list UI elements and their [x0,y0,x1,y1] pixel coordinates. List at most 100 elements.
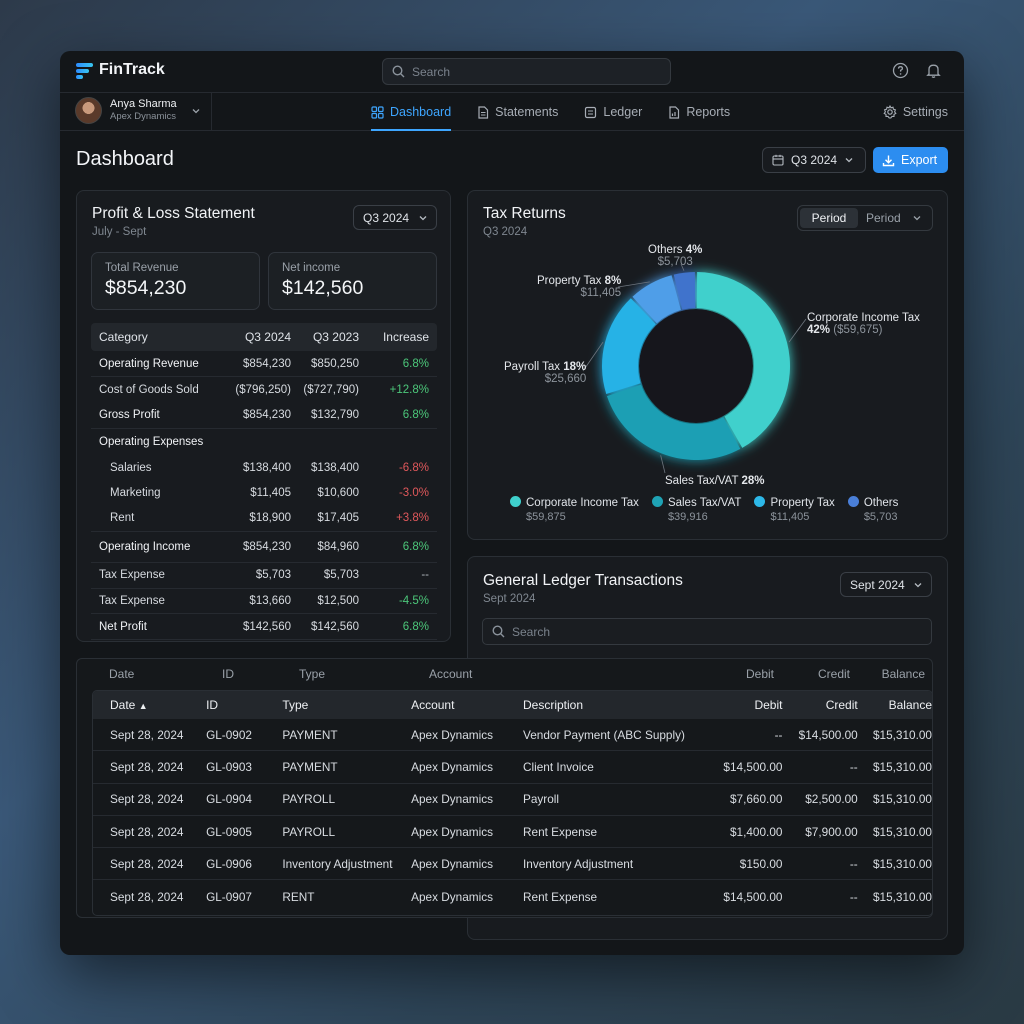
ledger-search-input[interactable]: Search [482,618,932,645]
tab-label: Ledger [603,105,643,119]
donut-hole [639,309,753,423]
donut-slice-property-tax[interactable] [632,275,681,324]
chart-legend: Corporate Income Tax $59,875 Sales Tax/V… [510,496,898,523]
donut-slice-corporate-income-tax[interactable] [696,272,790,448]
top-bar: FinTrack Search [60,51,964,93]
table-cell: Sept 28, 2024 [110,856,184,871]
notification-bell-icon[interactable] [925,62,942,79]
tab-ledger[interactable]: Ledger [584,93,642,131]
search-icon [492,625,505,638]
table-cell: $5,703 [323,569,359,581]
table-cell: Inventory Adjustment [522,856,634,871]
pnl-period-select[interactable]: Q3 2024 [353,205,437,230]
table-cell: PAYROLL [282,792,335,807]
period-select[interactable]: Q3 2024 [762,147,866,173]
table-cell: $84,960 [317,540,359,553]
tab-statements[interactable]: Statements [477,93,558,131]
tab-label: Reports [686,105,731,119]
donut-slice-sales-tax-vat[interactable] [606,384,741,460]
help-icon[interactable] [892,62,909,79]
tax-donut-chart [582,263,807,474]
slice-label-others: Others 4% $5,703 [648,244,702,268]
leader-line [660,455,666,474]
table-row: Tax Expense $5,703 $5,703 -- [91,563,437,589]
ledger-period-select[interactable]: Sept 2024 [840,572,932,597]
slice-name: Property Tax [537,275,602,287]
table-row[interactable]: Sept 28, 2024 GL-0906 Inventory Adjustment… [93,848,932,881]
table-cell: Apex Dynamics [411,792,494,807]
table-cell: Sept 28, 2024 [110,792,184,807]
settings-label: Settings [902,105,948,119]
slice-pct: 28% [741,475,765,487]
table-row[interactable]: Sept 28, 2024 GL-0905 PAYROLL Apex Dynamics… [93,816,932,849]
period-toggle-dropdown[interactable]: Period [858,211,930,225]
navigation-bar: Anya Sharma Apex Dynamics Dashboard Stat… [60,93,964,131]
logo[interactable]: FinTrack [76,61,165,79]
donut-slice-payroll-tax[interactable] [602,298,656,394]
table-cell: -3.0% [398,487,429,500]
table-cell: $18,900 [249,512,291,525]
table-row: Gross Profit $854,230 $132,790 6.8% [91,403,437,429]
settings-button[interactable]: Settings [883,93,948,131]
table-cell: $15,310.00 [872,889,932,904]
table-cell: $850,250 [311,357,359,370]
table-cell: $15,310.00 [872,856,932,871]
download-icon [882,154,895,167]
table-cell: Apex Dynamics [411,889,494,904]
table-cell: $854,230 [243,540,291,553]
stat-label: Net income [282,262,341,274]
global-search-input[interactable]: Search [382,58,671,85]
table-cell: $854,230 [243,409,291,422]
table-cell: -- [421,569,429,581]
table-cell: $2,500.00 [805,792,858,807]
export-button[interactable]: Export [873,147,948,173]
slice-amount: $25,660 [544,373,587,385]
tax-subtitle: Q3 2024 [483,226,528,238]
table-row[interactable]: Sept 28, 2024 GL-0903 PAYMENT Apex Dynamics… [93,751,932,784]
table-row[interactable]: Sept 28, 2024 GL-0907 RENT Apex Dynamics Ren… [93,880,932,912]
user-menu[interactable]: Anya Sharma Apex Dynamics [75,97,201,124]
column-header: Balance [888,698,932,712]
ledger-subtitle: Sept 2024 [483,593,536,605]
chevron-down-icon [418,213,428,223]
column-header: Credit [825,698,858,712]
slice-pct: 42% [807,324,831,336]
table-cell: Inventory Adjustment [282,856,393,871]
table-cell: Sept 28, 2024 [110,824,184,839]
table-header: Date ▲ ID Type Account Description Debit… [93,691,932,719]
column-header-date[interactable]: Date ▲ [93,698,206,712]
table-cell: $854,230 [243,357,291,370]
stat-value: $854,230 [105,277,187,299]
table-cell: $17,405 [317,512,359,525]
search-placeholder: Search [512,624,551,639]
period-select-value: Q3 2024 [791,153,838,167]
table-row[interactable]: Sept 28, 2024 GL-0904 PAYROLL Apex Dynamics… [93,784,932,816]
table-cell: $132,790 [311,409,359,422]
leader-line [680,263,685,271]
tab-reports[interactable]: Reports [668,93,730,131]
pnl-title: Profit & Loss Statement [92,205,255,222]
table-cell: ($796,250) [235,383,291,396]
column-header: Account [429,667,473,681]
table-cell: -6.8% [398,461,429,474]
slice-label-property: Property Tax 8% $11,405 [537,275,621,299]
table-cell: $15,310.00 [872,759,932,774]
table-row[interactable]: Sept 28, 2024 GL-0902 PAYMENT Apex Dynamics… [93,719,932,752]
legend-label: Corporate Income Tax [526,497,639,509]
column-header: Debit [754,698,783,712]
column-header: ID [222,667,234,681]
legend-swatch [651,496,663,507]
tab-dashboard[interactable]: Dashboard [371,93,452,131]
period-toggle-label: Period [866,211,901,225]
tax-title: Tax Returns [483,205,566,222]
table-cell: $7,660.00 [729,792,783,807]
table-cell: PAYMENT [282,759,338,774]
donut-slice-others[interactable] [673,272,696,310]
stat-label: Total Revenue [105,262,179,274]
period-toggle-active[interactable]: Period [800,208,858,228]
table-cell: Apex Dynamics [411,824,494,839]
table-cell: $14,500.00 [723,759,783,774]
calendar-icon [772,154,784,166]
legend-item: Corporate Income Tax $59,875 [510,496,639,523]
table-cell: 6.8% [402,409,429,422]
